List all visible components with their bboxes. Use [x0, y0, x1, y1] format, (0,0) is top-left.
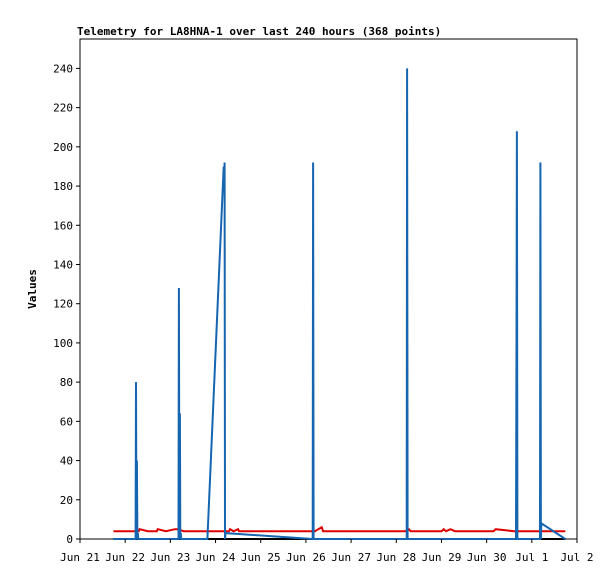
x-tick-label: Jul 1 [515, 551, 548, 564]
x-axis: Jun 21 Jun 22 Jun 23 Jun 24 Jun 25 Jun 26 Jun … [60, 539, 594, 564]
y-tick-label: 20 [60, 494, 73, 507]
x-tick-label: Jun 21 [60, 551, 100, 564]
y-tick-label: 220 [53, 102, 73, 115]
y-tick-label: 180 [53, 180, 73, 193]
y-tick-label: 80 [60, 376, 73, 389]
series-line-1 [113, 68, 566, 541]
y-tick-label: 200 [53, 141, 73, 154]
x-tick-label: Jun 27 [331, 551, 371, 564]
plot-area [79, 38, 578, 540]
y-tick-label: 120 [53, 298, 73, 311]
y-tick-label: 140 [53, 258, 73, 271]
y-tick-label: 160 [53, 219, 73, 232]
x-tick-label: Jun 30 [467, 551, 507, 564]
y-tick-label: 40 [60, 455, 73, 468]
series-layer [113, 68, 566, 541]
x-tick-label: Jul 2 [560, 551, 593, 564]
y-axis: 0 20 40 60 80 100 120 140 160 180 200 220 240 [53, 62, 80, 546]
y-tick-label: 100 [53, 337, 73, 350]
x-tick-label: Jun 29 [422, 551, 462, 564]
x-tick-label: Jun 25 [241, 551, 281, 564]
y-axis-label: Values [26, 269, 39, 309]
x-tick-label: Jun 23 [150, 551, 190, 564]
y-tick-label: 60 [60, 415, 73, 428]
x-tick-label: Jun 22 [105, 551, 145, 564]
x-tick-label: Jun 24 [196, 551, 236, 564]
x-tick-label: Jun 28 [376, 551, 416, 564]
chart-title: Telemetry for LA8HNA-1 over last 240 hou… [77, 25, 441, 38]
y-tick-label: 240 [53, 62, 73, 75]
series-line-2 [113, 525, 566, 533]
x-tick-label: Jun 26 [286, 551, 326, 564]
y-tick-label: 0 [66, 533, 73, 546]
